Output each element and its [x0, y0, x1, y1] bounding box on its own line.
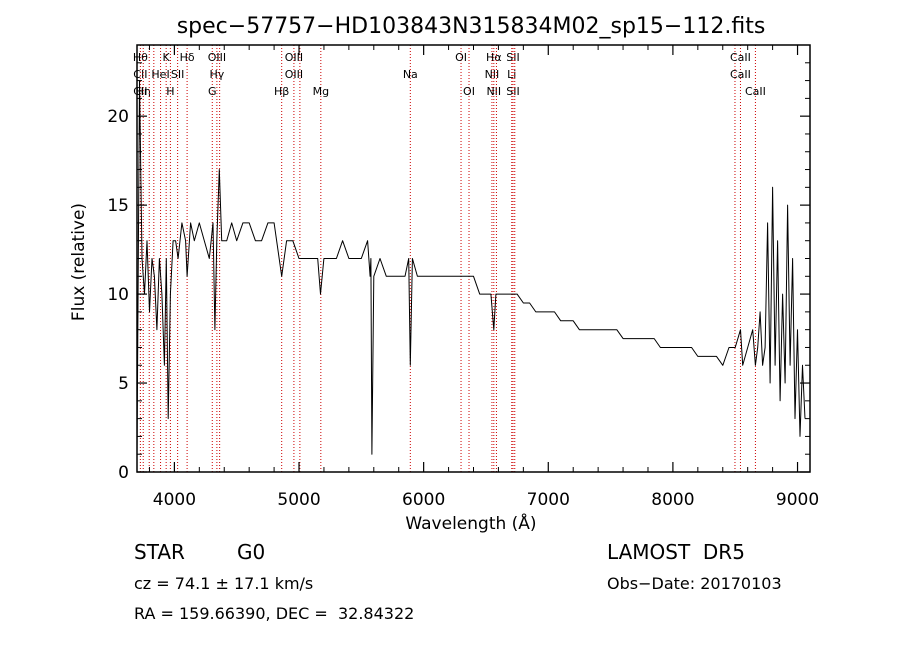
x-axis-ticks: 4000 5000 6000 7000 8000 9000	[148, 45, 819, 510]
x-tick-label: 9000	[776, 490, 819, 510]
survey-name: LAMOST DR5	[607, 540, 745, 564]
object-subclass: G0	[237, 540, 266, 564]
chart-title: spec−57757−HD103843N315834M02_sp15−112.f…	[177, 14, 766, 39]
line-label: Na	[403, 68, 418, 81]
line-label: NII	[486, 85, 501, 98]
line-label: CII	[133, 68, 147, 81]
line-label: CaII	[730, 51, 751, 64]
y-tick-label: 5	[118, 374, 129, 394]
line-label: H	[166, 85, 174, 98]
x-tick-label: 7000	[527, 490, 570, 510]
spectrum-line	[136, 80, 806, 455]
line-label: SII	[506, 51, 519, 64]
line-label: OI	[463, 85, 475, 98]
coordinates: RA = 159.66390, DEC = 32.84322	[134, 604, 415, 623]
line-label: CaII	[745, 85, 766, 98]
line-label: SII	[171, 68, 184, 81]
line-label: Hθ	[133, 51, 148, 64]
y-axis-label: Flux (relative)	[69, 203, 89, 321]
x-tick-label: 5000	[277, 490, 320, 510]
y-axis-ticks: 0 5 10 15 20	[107, 62, 810, 483]
line-label: SII	[506, 85, 519, 98]
line-label: K	[163, 51, 171, 64]
x-axis-label: Wavelength (Å)	[405, 512, 536, 534]
line-label: OI	[455, 51, 467, 64]
line-label: G	[208, 85, 217, 98]
line-label: NII	[485, 68, 500, 81]
x-tick-label: 8000	[651, 490, 694, 510]
y-tick-label: 20	[107, 107, 129, 127]
line-label: Hα	[486, 51, 502, 64]
redshift-cz: cz = 74.1 ± 17.1 km/s	[134, 574, 314, 593]
line-label: Hβ	[274, 85, 289, 98]
plot-frame	[136, 44, 811, 473]
line-markers: HθCIICIIHηHeIKHSIIHδGOIIIHγHβOIIIOIIIMgN…	[133, 45, 766, 472]
y-tick-label: 0	[118, 463, 129, 483]
y-tick-label: 10	[107, 285, 129, 305]
x-tick-label: 6000	[402, 490, 445, 510]
line-label: CaII	[730, 68, 751, 81]
line-label: Hγ	[209, 68, 224, 81]
observation-date: Obs−Date: 20170103	[607, 574, 782, 593]
object-class: STAR	[134, 540, 185, 564]
line-label: Mg	[313, 85, 329, 98]
spectrum-plot	[136, 80, 806, 455]
line-label: Li	[507, 68, 516, 81]
line-label: Hη	[136, 85, 151, 98]
y-tick-label: 15	[107, 196, 129, 216]
line-label: OIII	[208, 51, 226, 64]
line-label: OIII	[285, 68, 303, 81]
line-label: HeI	[151, 68, 169, 81]
line-label: Hδ	[180, 51, 195, 64]
x-tick-label: 4000	[153, 490, 196, 510]
